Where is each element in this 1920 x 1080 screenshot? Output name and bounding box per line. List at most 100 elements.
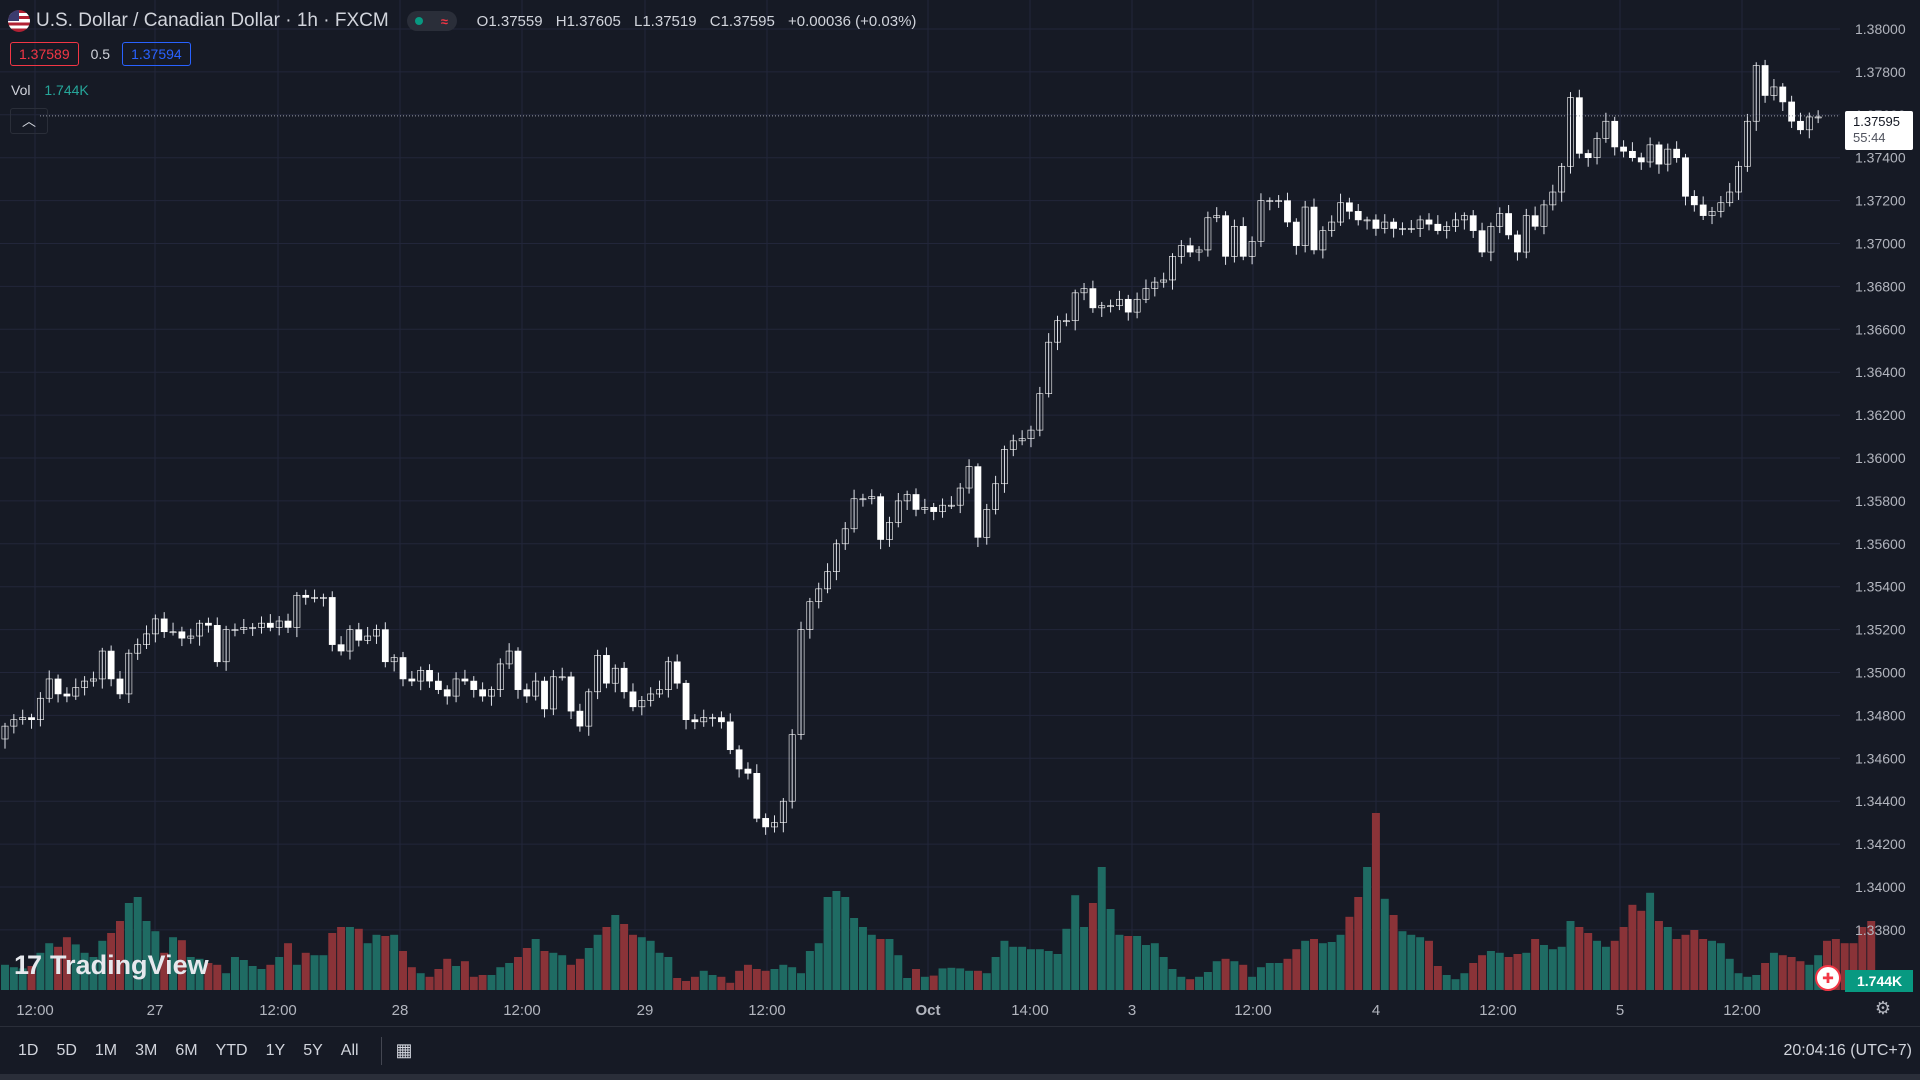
range-ytd-button[interactable]: YTD	[215, 1042, 248, 1059]
price-tick-label: 1.34200	[1855, 836, 1906, 852]
close-label: C	[709, 12, 721, 30]
sell-button[interactable]: 1.37589	[10, 42, 79, 66]
volume-bar	[124, 903, 133, 990]
volume-bar	[726, 982, 735, 990]
candle	[1363, 216, 1371, 230]
volume-bar	[1274, 963, 1283, 990]
volume-bar	[1539, 945, 1548, 990]
price-tick-label: 1.35000	[1855, 665, 1906, 681]
candle	[647, 687, 655, 707]
volume-bar	[797, 973, 805, 990]
range-1m-button[interactable]: 1M	[94, 1042, 118, 1059]
price-tick-label: 1.36600	[1855, 321, 1906, 337]
candle	[1239, 217, 1247, 261]
volume-bar	[1062, 928, 1071, 990]
candle	[1399, 222, 1406, 236]
price-tick-label: 1.34600	[1855, 750, 1906, 766]
candle	[1514, 230, 1521, 261]
volume-bar	[814, 943, 823, 990]
price-tick-label: 1.38000	[1855, 21, 1906, 37]
settings-gear-icon[interactable]: ⚙	[1874, 998, 1892, 1018]
volume-bar	[18, 968, 27, 990]
candle	[1266, 197, 1274, 211]
candle	[1522, 208, 1530, 259]
candle	[877, 493, 885, 550]
volume-bar	[1699, 939, 1708, 990]
candle	[956, 483, 964, 514]
volume-bar	[1469, 963, 1478, 990]
candle	[788, 729, 796, 809]
price-axis[interactable]: 1.380001.378001.376001.374001.372001.370…	[1855, 21, 1906, 938]
volume-bar	[708, 975, 717, 990]
candle	[859, 493, 867, 507]
volume-legend[interactable]: Vol 1.744K	[11, 82, 89, 98]
volume-bar	[1637, 910, 1646, 990]
candle	[213, 617, 221, 667]
candle	[1354, 204, 1362, 226]
candle	[779, 797, 787, 833]
volume-bar	[602, 927, 611, 990]
market-open-icon	[415, 17, 424, 25]
volume-bar	[1, 964, 9, 990]
candle	[364, 626, 372, 645]
volume-bar	[1221, 958, 1230, 990]
price-chart[interactable]: 1.380001.378001.376001.374001.372001.370…	[0, 0, 1920, 1026]
buy-button[interactable]: 1.37594	[122, 42, 191, 66]
candle	[1116, 290, 1123, 311]
volume-bar	[1203, 972, 1212, 990]
volume-bar	[275, 957, 284, 990]
calendar-icon[interactable]: ▦	[395, 1040, 413, 1060]
symbol-title[interactable]: U.S. Dollar / Canadian Dollar · 1h · FXC…	[36, 10, 389, 31]
volume-bar	[1778, 955, 1787, 990]
volume-bar	[1345, 916, 1354, 990]
candle	[505, 643, 513, 669]
range-all-button[interactable]: All	[340, 1042, 359, 1059]
range-1y-button[interactable]: 1Y	[265, 1042, 286, 1059]
symbol-header[interactable]: U.S. Dollar / Canadian Dollar · 1h · FXC…	[8, 8, 925, 34]
candle	[744, 762, 752, 780]
candle	[151, 614, 159, 643]
candle	[620, 662, 628, 699]
volume-bar	[752, 969, 761, 990]
candle	[576, 703, 584, 732]
candle	[806, 597, 814, 639]
volume-bar	[1000, 940, 1009, 990]
range-5y-button[interactable]: 5Y	[303, 1042, 323, 1059]
time-tick-label: 12:00	[503, 1002, 541, 1019]
volume-bar	[1513, 954, 1522, 990]
candle	[585, 688, 593, 736]
clock[interactable]: 20:04:16 (UTC+7)	[1783, 1042, 1912, 1059]
tradingview-logo[interactable]: 17 TradingView	[14, 950, 209, 981]
candle	[1222, 211, 1229, 265]
volume-bar	[45, 943, 54, 990]
candle	[293, 592, 301, 638]
price-tick-label: 1.33800	[1855, 922, 1906, 938]
time-tick-label: 5	[1616, 1002, 1624, 1019]
market-status[interactable]: ≈	[406, 11, 457, 31]
volume-bar	[1354, 897, 1363, 990]
volume-bar	[1681, 934, 1690, 990]
candle	[452, 672, 460, 703]
collapse-legend-button[interactable]: ︿	[10, 108, 48, 134]
volume-bar	[1053, 954, 1062, 990]
time-axis[interactable]: 12:00 27 12:00 28 12:00 29 12:00 Oct 14:00 3 12:00…	[16, 1002, 1761, 1019]
range-6m-button[interactable]: 6M	[175, 1042, 198, 1059]
volume-bar	[1672, 939, 1681, 990]
volume-bar	[1141, 945, 1150, 990]
volume-bar	[1451, 979, 1460, 990]
candle	[1133, 292, 1141, 319]
volume-bar	[1256, 967, 1265, 990]
volume-bar	[266, 964, 275, 990]
volume-bar	[1460, 973, 1469, 990]
volume-bar	[1009, 946, 1018, 990]
candle	[1310, 198, 1318, 255]
candle	[1248, 236, 1256, 265]
candle	[673, 654, 681, 689]
range-3m-button[interactable]: 3M	[135, 1042, 158, 1059]
range-1d-button[interactable]: 1D	[18, 1042, 39, 1059]
price-tick-label: 1.37400	[1855, 150, 1906, 166]
range-5d-button[interactable]: 5D	[56, 1042, 77, 1059]
logo-mark: 17	[14, 950, 42, 980]
candle	[1213, 207, 1221, 223]
candle	[54, 674, 62, 703]
